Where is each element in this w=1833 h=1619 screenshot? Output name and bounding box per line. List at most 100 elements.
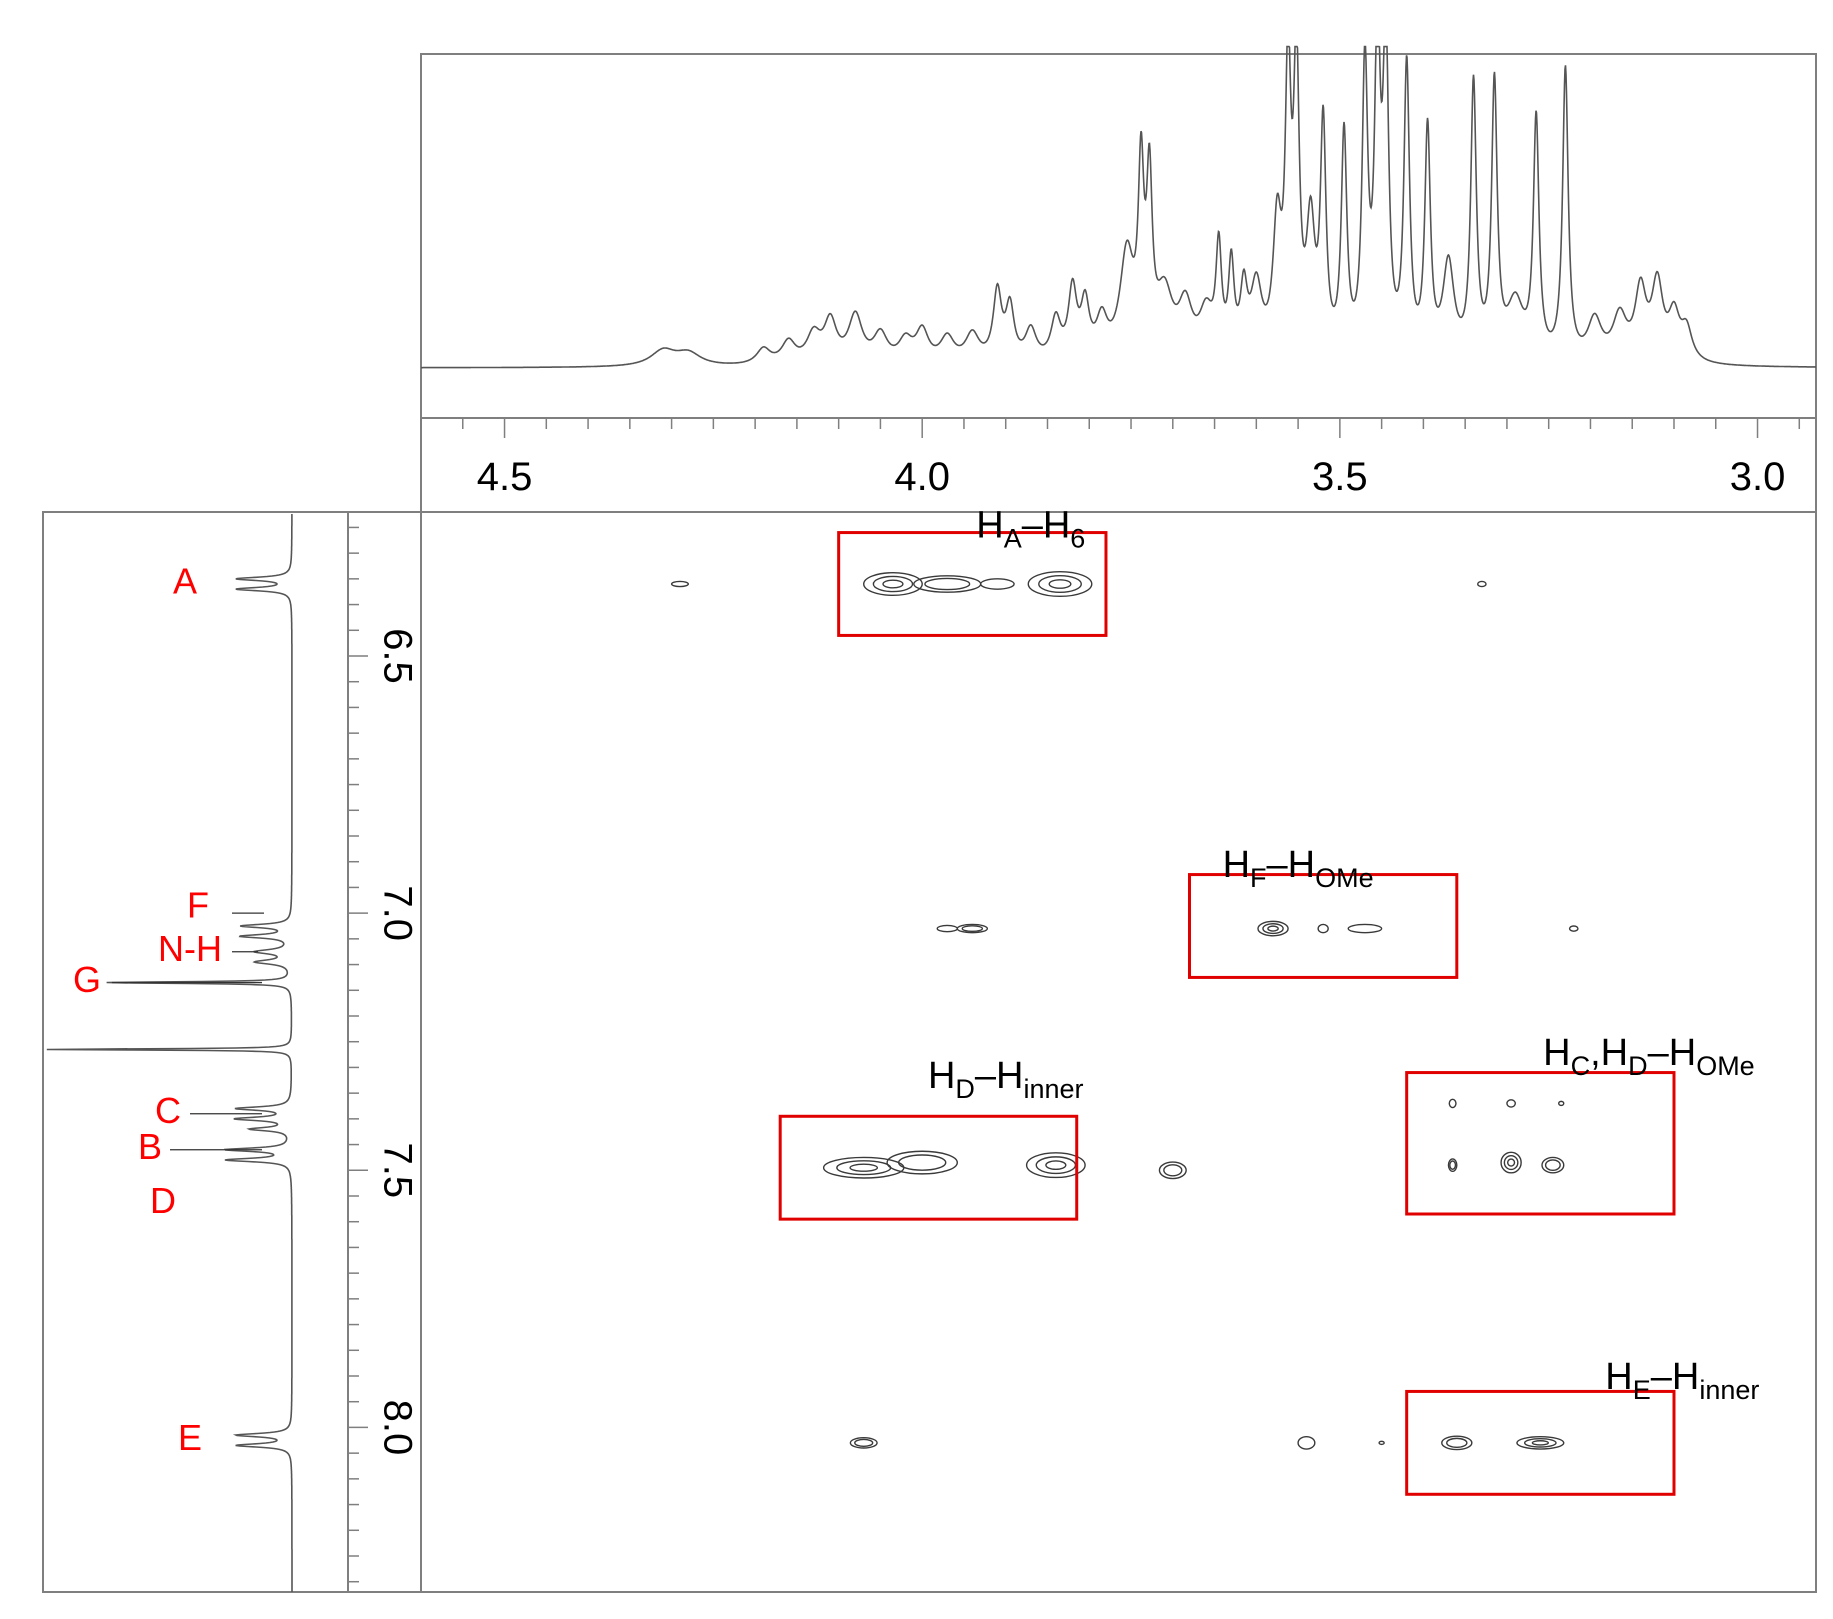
annotation-label-part: inner <box>1699 1375 1759 1405</box>
peak-label-e: E <box>178 1417 202 1458</box>
contour-ring <box>1048 579 1072 589</box>
annotation-label-part: A <box>1004 524 1022 554</box>
peak-label-d: D <box>150 1180 176 1221</box>
annotation-label-part: E <box>1633 1375 1651 1405</box>
annotation-label-part: –H <box>1648 1032 1697 1074</box>
annotation-label: HE–Hinner <box>1605 1356 1759 1405</box>
contour-ring <box>1257 920 1289 937</box>
contour-ring <box>924 577 971 591</box>
annotation-label-part: H <box>928 1055 955 1097</box>
contour-ring <box>1544 1159 1561 1172</box>
annotation-label-part: F <box>1250 863 1267 893</box>
contour-ring <box>1516 1435 1565 1450</box>
annotation-label-part: OMe <box>1696 1051 1755 1081</box>
contour-ring <box>1531 1440 1549 1446</box>
left-projection-spectrum <box>46 514 293 1592</box>
contour-ring <box>836 1160 892 1176</box>
x-axis: 4.5 4.0 3.5 3.0 <box>420 418 1801 499</box>
contour-ring <box>1448 1098 1457 1109</box>
contour-ring <box>961 925 984 933</box>
top-spectrum-trace <box>421 45 1816 369</box>
annotation-label-part: inner <box>1023 1074 1083 1104</box>
top-projection-spectrum <box>421 45 1816 369</box>
y-tick-label: 7.0 <box>375 885 419 941</box>
annotation-label-part: 6 <box>1070 524 1085 554</box>
x-tick-label: 4.5 <box>477 455 533 499</box>
contour-ring <box>1267 925 1279 932</box>
contour-ring <box>1378 1440 1385 1446</box>
x-tick-label: 4.0 <box>894 455 950 499</box>
contour-ring <box>1347 923 1383 934</box>
annotation-label: HC,HD–HOMe <box>1543 1032 1755 1081</box>
contour-ring <box>1297 1435 1316 1450</box>
annotation-box <box>778 1114 1079 1221</box>
peak-labels: A FN-H G CBD E <box>73 561 264 1458</box>
x-tick-label: 3.5 <box>1312 455 1368 499</box>
y-tick-label: 6.5 <box>375 628 419 684</box>
peak-label-b: B <box>138 1126 162 1167</box>
y-tick-label: 8.0 <box>375 1400 419 1456</box>
annotation-label-part: C <box>1571 1051 1591 1081</box>
contour-ring <box>670 580 690 588</box>
contour-ring <box>1449 1160 1457 1170</box>
contour-ring <box>1506 1158 1516 1167</box>
contour-ring <box>1035 1156 1077 1175</box>
contour-ring <box>979 578 1015 590</box>
contour-ring <box>1038 575 1082 593</box>
left-spectrum-trace <box>46 514 293 1592</box>
contour-ring <box>1503 1154 1519 1171</box>
contour-ring <box>872 575 914 593</box>
contour-ring <box>1446 1437 1468 1449</box>
annotation-label: HA–H6 <box>976 505 1085 554</box>
contour-ring <box>897 1154 947 1171</box>
annotation-box <box>1188 873 1459 979</box>
peak-label-a: A <box>173 561 197 602</box>
contour-ring <box>956 923 989 934</box>
contour-ring <box>849 1437 878 1449</box>
annotation-label-part: D <box>1628 1051 1648 1081</box>
contour-ring <box>1045 1160 1067 1171</box>
contour-ring <box>1506 1099 1516 1108</box>
contour-ring <box>1163 1164 1183 1177</box>
peak-label-c: C <box>155 1090 181 1131</box>
contour-ring <box>1568 925 1579 932</box>
annotation-label-part: –H <box>1022 505 1071 547</box>
annotation-label-part: –H <box>1267 844 1316 886</box>
plot-frames <box>42 53 1817 1593</box>
annotation-label-part: D <box>955 1074 975 1104</box>
x-tick-label: 3.0 <box>1730 455 1786 499</box>
contour-ring <box>1027 570 1093 598</box>
peak-label-n-h: N-H <box>158 928 222 969</box>
annotation-label-part: OMe <box>1315 863 1374 893</box>
annotation-label: HD–Hinner <box>928 1055 1084 1104</box>
annotation-label-part: H <box>1223 844 1250 886</box>
contour-ring <box>1262 923 1284 935</box>
contour-ring <box>1441 1435 1473 1451</box>
contour-ring <box>1317 923 1329 934</box>
contour-ring <box>1476 580 1487 588</box>
annotation-label-part: –H <box>975 1055 1024 1097</box>
contour-ring <box>882 579 904 589</box>
y-tick-label: 7.5 <box>375 1142 419 1198</box>
y-axis: 6.5 7.0 7.5 8.0 <box>348 526 419 1583</box>
contour-ring <box>1447 1158 1458 1173</box>
annotation-box <box>1405 1389 1676 1496</box>
annotation-label-part: H <box>976 505 1003 547</box>
contour-ring <box>886 1150 958 1175</box>
lower-frame <box>42 511 1817 1593</box>
contour-ring <box>1523 1438 1557 1448</box>
contour-ring <box>849 1163 879 1172</box>
contour-ring <box>1025 1152 1086 1179</box>
annotation-label-part: ,H <box>1590 1032 1628 1074</box>
annotation-label-part: H <box>1543 1032 1570 1074</box>
contour-ring <box>1541 1156 1565 1174</box>
annotation-label: HF–HOMe <box>1223 844 1374 893</box>
contour-peaks <box>670 570 1579 1451</box>
contour-ring <box>936 924 958 933</box>
annotation-label-part: H <box>1605 1356 1632 1398</box>
annotation-label-part: –H <box>1651 1356 1700 1398</box>
annotation-box <box>1405 1071 1676 1216</box>
contour-ring <box>1558 1100 1565 1107</box>
